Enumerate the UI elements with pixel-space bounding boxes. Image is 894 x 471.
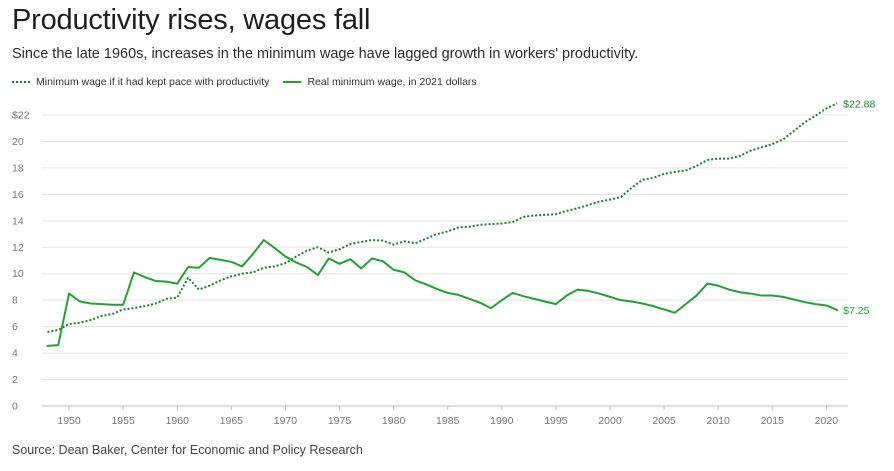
y-tick-label: 8: [12, 295, 18, 307]
legend-item-productivity: Minimum wage if it had kept pace with pr…: [12, 76, 269, 88]
y-tick-label: 20: [12, 136, 24, 148]
legend-swatch-solid: [283, 81, 302, 83]
x-tick-label: 1960: [166, 415, 190, 427]
end-label-productivity: $22.88: [843, 98, 875, 110]
x-tick-label: 1990: [490, 415, 514, 427]
legend-label-productivity: Minimum wage if it had kept pace with pr…: [36, 76, 270, 88]
axes: 0 2 4 6 8 10 12 14 16 18 20 $22 1950 1955 1960 1965 1970…: [12, 110, 838, 428]
end-label-real-wage: $7.25: [843, 305, 869, 317]
legend-swatch-dotted: [12, 81, 30, 83]
x-tick-label: 1965: [220, 415, 244, 427]
x-tick-label: 1955: [111, 415, 135, 427]
series-line-productivity: [47, 102, 838, 333]
x-tick-label: 2015: [761, 415, 785, 427]
y-tick-label: 18: [12, 162, 24, 174]
y-tick-label: 4: [12, 348, 18, 360]
y-tick-label: 14: [12, 215, 24, 227]
x-tick-label: 1995: [544, 415, 568, 427]
x-tick-label: 1975: [328, 415, 352, 427]
grid-lines: [42, 114, 848, 407]
y-tick-label: 16: [12, 189, 24, 201]
y-tick-label: 12: [12, 242, 24, 254]
series-lines: [46, 102, 839, 347]
x-tick-label: 2005: [652, 415, 676, 427]
x-tick-label: 2020: [815, 415, 839, 427]
x-tick-label: 1985: [436, 415, 460, 427]
y-tick-label: $22: [12, 110, 30, 122]
legend: Minimum wage if it had kept pace with pr…: [12, 76, 491, 88]
x-tick-label: 2010: [706, 415, 730, 427]
series-line-real-wage: [46, 239, 839, 347]
chart-title: Productivity rises, wages fall: [12, 4, 371, 36]
y-tick-label: 6: [12, 321, 18, 333]
end-labels: $22.88 $7.25: [843, 98, 875, 317]
y-tick-label: 10: [12, 268, 24, 280]
legend-label-real-wage: Real minimum wage, in 2021 dollars: [307, 76, 477, 88]
y-tick-label: 0: [12, 401, 18, 413]
y-tick-label: 2: [12, 374, 18, 386]
legend-item-real-wage: Real minimum wage, in 2021 dollars: [283, 76, 477, 88]
x-tick-label: 1980: [382, 415, 406, 427]
x-tick-label: 1970: [274, 415, 298, 427]
x-tick-label: 1950: [57, 415, 81, 427]
x-tick-label: 2000: [598, 415, 622, 427]
source-note: Source: Dean Baker, Center for Economic …: [12, 443, 363, 457]
chart-subtitle: Since the late 1960s, increases in the m…: [12, 46, 639, 62]
